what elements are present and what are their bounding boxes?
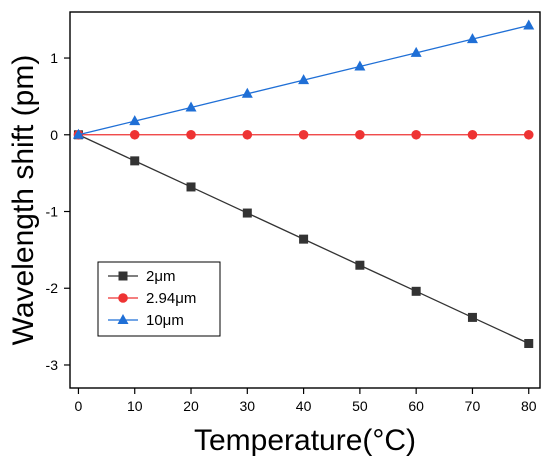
data-point — [523, 19, 535, 30]
x-tick-label: 50 — [352, 398, 368, 414]
x-tick-label: 70 — [465, 398, 481, 414]
data-point — [355, 260, 365, 270]
x-tick-label: 20 — [183, 398, 199, 414]
plot-area — [69, 11, 541, 389]
y-tick-label: -2 — [46, 280, 59, 296]
data-point — [298, 74, 310, 85]
legend-marker — [118, 271, 128, 281]
data-point — [186, 182, 196, 192]
data-point — [466, 33, 478, 44]
y-tick-label: 1 — [50, 50, 58, 66]
data-point — [411, 129, 421, 140]
series-1 — [73, 129, 534, 140]
legend-item: 10μm — [108, 312, 184, 329]
y-axis-title: Wavelength shift (pm) — [7, 55, 40, 346]
data-point — [410, 46, 422, 57]
data-point — [129, 129, 140, 140]
plot-frame — [69, 11, 541, 389]
data-point — [242, 208, 252, 218]
data-point — [72, 128, 84, 139]
x-tick-label: 0 — [75, 398, 83, 414]
data-point — [523, 129, 534, 140]
y-tick-label: -1 — [46, 204, 59, 220]
data-point — [467, 312, 477, 322]
x-tick-label: 60 — [408, 398, 424, 414]
data-point — [130, 156, 140, 166]
data-point — [242, 129, 253, 140]
x-tick-label: 30 — [240, 398, 256, 414]
x-tick-label: 10 — [127, 398, 143, 414]
data-point — [299, 234, 309, 244]
axes: 0 10 20 30 40 50 60 70 80 -3 -2 -1 0 1 — [46, 50, 537, 414]
y-tick-label: 0 — [50, 127, 58, 143]
data-point — [298, 129, 309, 140]
series-2 — [72, 19, 535, 139]
legend-marker — [117, 314, 129, 324]
series-layer — [72, 19, 535, 348]
data-point — [355, 129, 365, 140]
legend-item: 2.94μm — [108, 290, 196, 307]
data-point — [186, 129, 196, 140]
x-tick-label: 80 — [521, 398, 537, 414]
legend-label: 10μm — [146, 312, 184, 329]
data-point — [467, 129, 478, 140]
data-point — [241, 87, 253, 98]
y-tick-label: -3 — [46, 357, 59, 373]
data-point — [185, 101, 197, 112]
legend: 2μm 2.94μm 10μm — [97, 261, 221, 337]
legend-label: 2μm — [146, 268, 175, 285]
legend-marker — [118, 293, 128, 303]
x-tick-label: 40 — [296, 398, 312, 414]
data-point — [354, 60, 366, 71]
legend-item: 2μm — [108, 268, 175, 285]
data-point — [524, 338, 534, 348]
x-axis-title: Temperature(°C) — [194, 424, 416, 457]
data-point — [129, 115, 141, 126]
data-point — [411, 286, 421, 296]
legend-label: 2.94μm — [146, 290, 196, 307]
